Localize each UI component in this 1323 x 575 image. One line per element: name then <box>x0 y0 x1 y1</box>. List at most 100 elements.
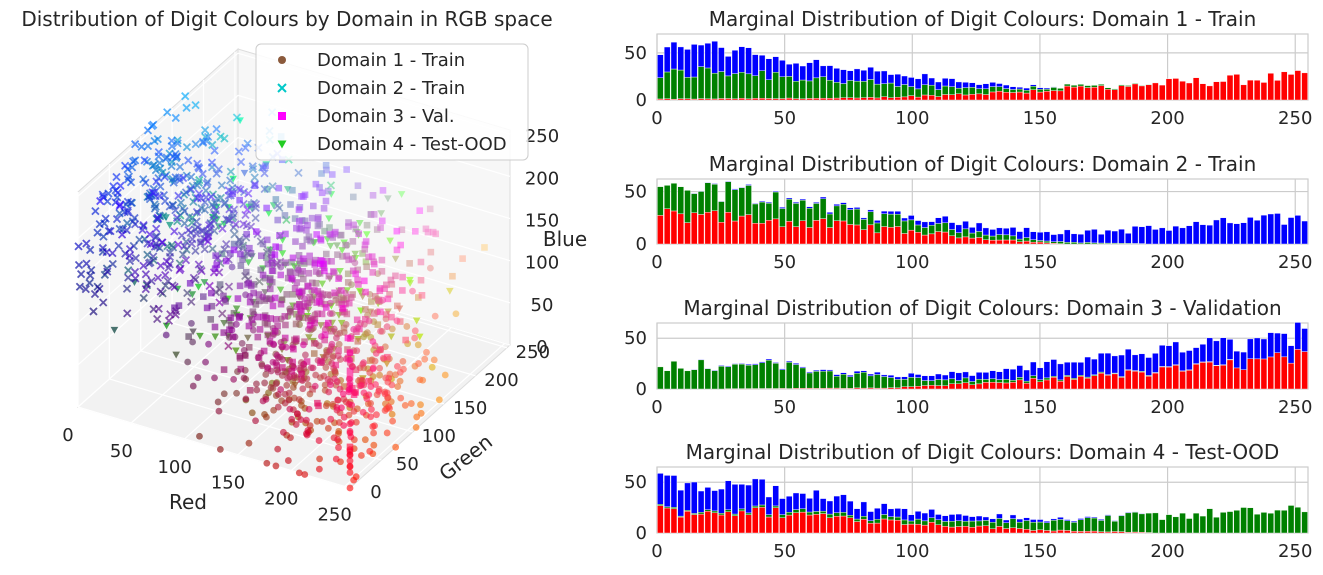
point-x <box>244 189 253 198</box>
point-x <box>91 206 100 216</box>
bar-blue <box>1064 229 1071 243</box>
bar-blue <box>1172 225 1179 245</box>
point-square <box>346 349 354 356</box>
bar-green <box>860 219 868 230</box>
point-square <box>326 230 334 238</box>
bar-red <box>901 386 908 390</box>
bar-red <box>1077 531 1085 534</box>
point-square <box>321 227 328 235</box>
point-square <box>259 271 267 279</box>
bar-red <box>928 521 935 534</box>
point-square <box>355 230 362 238</box>
point-square <box>316 270 324 277</box>
bar-blue <box>1125 348 1132 370</box>
x-tick-label: 100 <box>895 541 929 562</box>
bar-green <box>914 224 922 233</box>
point-square <box>274 216 282 224</box>
bar-green <box>1077 84 1085 87</box>
point-square <box>345 223 352 230</box>
bar-red <box>813 98 820 101</box>
bar-green <box>921 380 929 386</box>
bar-red <box>663 507 671 534</box>
bar-red <box>996 239 1003 245</box>
x-tick-label: 50 <box>773 541 796 562</box>
point-square <box>299 242 306 250</box>
bar-green <box>975 231 983 238</box>
point-circle <box>388 381 396 389</box>
point-x <box>173 139 182 148</box>
point-x <box>116 181 125 190</box>
green-tick-label: 100 <box>422 426 456 447</box>
bar-blue <box>833 495 840 513</box>
point-x <box>181 188 191 197</box>
bar-red <box>1070 86 1078 101</box>
point-circle <box>272 380 280 387</box>
bar-blue <box>989 229 996 237</box>
point-square <box>363 221 371 229</box>
point-square <box>264 331 272 339</box>
bar-blue <box>1301 220 1308 245</box>
point-circle <box>215 407 223 415</box>
bar-green <box>874 83 881 99</box>
point-square <box>306 294 314 301</box>
bar-red <box>806 227 813 245</box>
bar-red <box>1077 376 1085 390</box>
point-circle <box>298 401 305 409</box>
point-square <box>367 211 375 218</box>
bar-green <box>1064 520 1071 531</box>
bar-green <box>711 510 718 514</box>
point-square <box>229 190 237 198</box>
bar-blue <box>901 217 908 222</box>
x-tick-label: 0 <box>651 108 662 129</box>
bar-blue <box>880 210 888 214</box>
point-square <box>263 185 271 193</box>
bar-blue <box>691 44 698 78</box>
bar-green <box>779 369 786 389</box>
point-square <box>310 339 318 347</box>
bar-green <box>1138 513 1146 533</box>
bar-red <box>928 385 935 390</box>
bar-red <box>935 385 942 390</box>
bar-green <box>928 517 935 523</box>
bar-blue <box>969 516 976 522</box>
point-x <box>174 240 183 249</box>
bar-red <box>1165 366 1173 390</box>
point-circle <box>417 401 424 409</box>
bar-red <box>969 94 976 101</box>
point-square <box>325 319 332 327</box>
point-circle <box>333 334 340 342</box>
point-circle <box>394 383 402 391</box>
point-square <box>236 282 244 290</box>
point-square <box>263 236 271 244</box>
bar-blue <box>697 44 705 67</box>
bar-blue <box>921 375 929 381</box>
point-x <box>218 224 227 233</box>
bar-green <box>1077 519 1085 532</box>
x-tick-label: 100 <box>895 252 929 273</box>
bar-red <box>1131 83 1139 101</box>
bar-green <box>786 512 793 516</box>
point-x <box>89 307 98 316</box>
point-x <box>181 92 190 101</box>
bar-red <box>1091 86 1098 101</box>
bar-blue <box>806 62 813 82</box>
bar-red <box>867 97 874 101</box>
point-x <box>203 237 213 246</box>
bar-red <box>989 528 996 534</box>
bar-blue <box>880 374 888 377</box>
bar-red <box>670 508 678 534</box>
bar-red <box>1253 80 1261 101</box>
point-triangle <box>446 287 454 295</box>
point-square <box>220 329 228 336</box>
bar-blue <box>1009 86 1017 90</box>
bar-red <box>1260 82 1268 101</box>
point-x <box>192 229 201 238</box>
point-x <box>153 215 162 224</box>
bar-red <box>752 507 759 534</box>
bar-green <box>908 86 915 96</box>
bar-green <box>752 364 759 389</box>
bar-blue <box>833 204 840 207</box>
point-circle <box>323 351 330 359</box>
bar-blue <box>962 82 969 88</box>
bar-green <box>779 514 786 518</box>
